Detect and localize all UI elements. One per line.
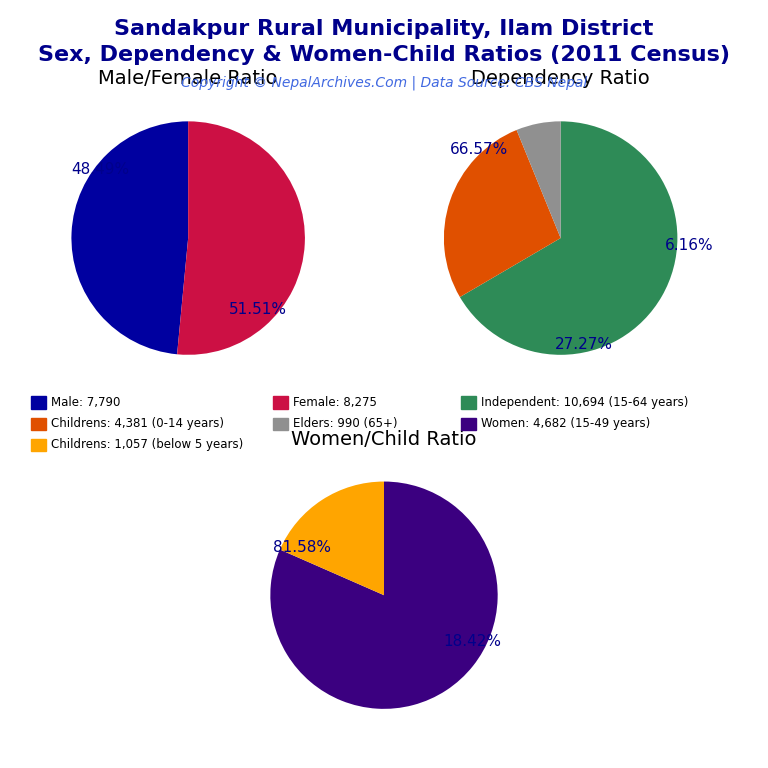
Text: Copyright © NepalArchives.Com | Data Source: CBS Nepal: Copyright © NepalArchives.Com | Data Sou… (181, 75, 587, 90)
Text: 51.51%: 51.51% (229, 302, 287, 317)
Text: Sandakpur Rural Municipality, Ilam District: Sandakpur Rural Municipality, Ilam Distr… (114, 19, 654, 39)
Wedge shape (177, 121, 305, 355)
Text: 6.16%: 6.16% (665, 238, 713, 253)
Wedge shape (460, 121, 677, 355)
Text: Women: 4,682 (15-49 years): Women: 4,682 (15-49 years) (481, 418, 650, 430)
Wedge shape (270, 482, 498, 709)
Wedge shape (71, 121, 188, 354)
Title: Women/Child Ratio: Women/Child Ratio (291, 430, 477, 449)
Text: 18.42%: 18.42% (444, 634, 502, 650)
Text: Childrens: 4,381 (0-14 years): Childrens: 4,381 (0-14 years) (51, 418, 223, 430)
Wedge shape (517, 121, 561, 238)
Text: Female: 8,275: Female: 8,275 (293, 396, 376, 409)
Text: 27.27%: 27.27% (555, 337, 613, 352)
Title: Male/Female Ratio: Male/Female Ratio (98, 69, 278, 88)
Text: Childrens: 1,057 (below 5 years): Childrens: 1,057 (below 5 years) (51, 439, 243, 451)
Text: 66.57%: 66.57% (450, 142, 508, 157)
Text: Sex, Dependency & Women-Child Ratios (2011 Census): Sex, Dependency & Women-Child Ratios (20… (38, 45, 730, 65)
Title: Dependency Ratio: Dependency Ratio (472, 69, 650, 88)
Text: Male: 7,790: Male: 7,790 (51, 396, 120, 409)
Text: Elders: 990 (65+): Elders: 990 (65+) (293, 418, 397, 430)
Text: 81.58%: 81.58% (273, 540, 331, 555)
Wedge shape (444, 130, 561, 297)
Text: 48.49%: 48.49% (71, 162, 130, 177)
Wedge shape (280, 482, 384, 595)
Text: Independent: 10,694 (15-64 years): Independent: 10,694 (15-64 years) (481, 396, 688, 409)
